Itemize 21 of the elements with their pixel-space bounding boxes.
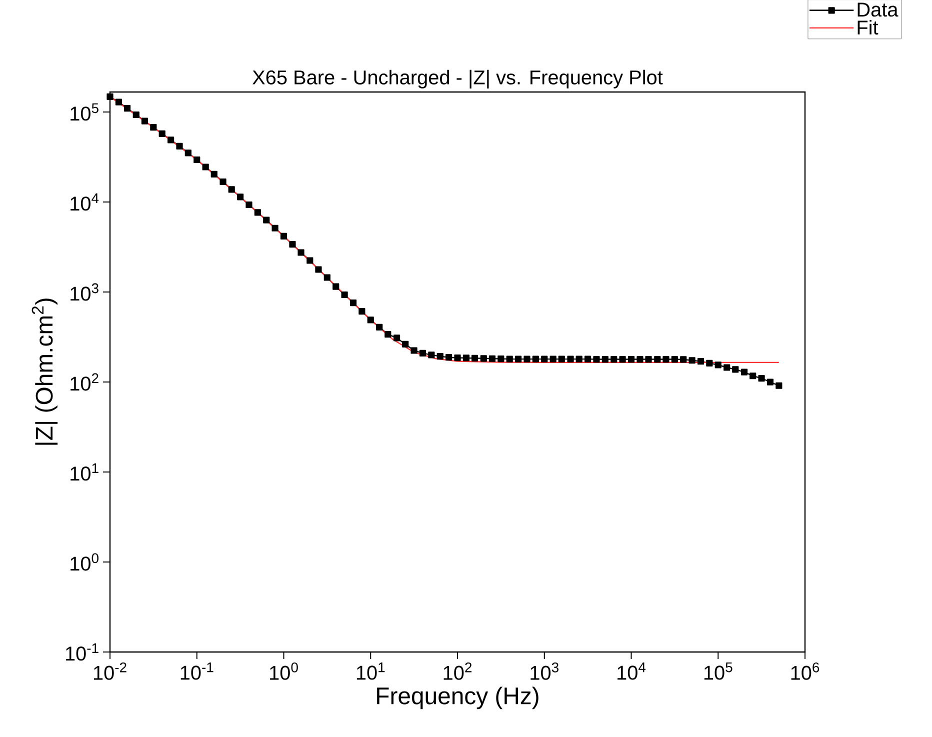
x-tick-label: 10$^{3}$ (530, 662, 558, 680)
x-tick-label: 10$^{0}$ (270, 662, 298, 680)
y-tick-label: 10$^{3}$ (70, 283, 98, 301)
x-tick-label: 10$^{2}$ (444, 662, 472, 680)
y-tick-label: 10$^{5}$ (70, 103, 98, 121)
x-tick-label: 10$^{1}$ (356, 662, 385, 680)
y-tick-label: 10$^{0}$ (70, 553, 98, 571)
y-tick-label: 10$^{1}$ (70, 463, 98, 481)
y-tick-label: 10$^{2}$ (70, 373, 98, 391)
x-tick-label: 10$^{4}$ (618, 662, 646, 680)
y-tick-label: 10$^{-1}$ (66, 643, 98, 661)
x-tick-label: 10$^{-2}$ (94, 662, 126, 680)
x-tick-label: 10$^{5}$ (704, 662, 732, 680)
legend-label: Fit (858, 20, 878, 35)
x-axis-title: Frequency (Hz) (377, 686, 538, 710)
legend-label: Data (858, 2, 898, 17)
x-tick-label: 10$^{6}$ (791, 662, 820, 680)
y-axis-title: |Z| (Ohm.cm$^{2}$) (32, 298, 58, 445)
x-tick-label: 10$^{-1}$ (180, 662, 214, 680)
y-tick-label: 10$^{4}$ (70, 193, 99, 211)
chart-title: X65 Bare - Uncharged - |Z| vs. Frequency Plot (252, 70, 663, 88)
